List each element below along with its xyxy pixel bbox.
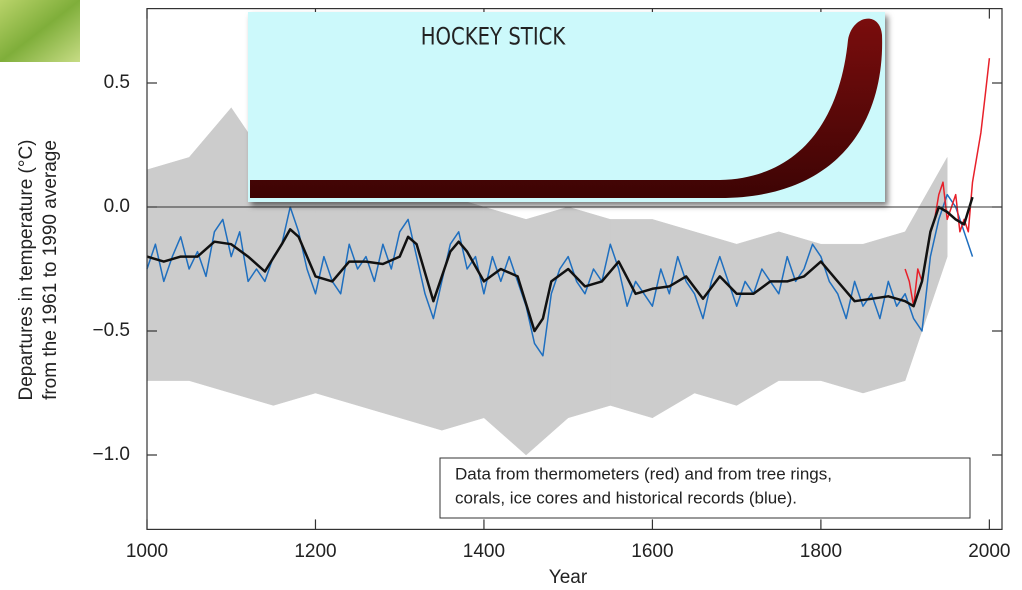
x-tick-label: 1800 <box>800 541 842 562</box>
x-tick-label: 1000 <box>126 541 168 562</box>
uncertainty-band <box>442 195 484 431</box>
uncertainty-band <box>863 232 905 393</box>
uncertainty-band <box>484 207 526 455</box>
y-tick-label: −1.0 <box>92 444 130 465</box>
y-tick-label: 0.0 <box>104 196 130 217</box>
annotation: corals, ice cores and historical records… <box>455 488 797 507</box>
y-tick-label: 0.5 <box>104 72 130 93</box>
y-axis-label: Departures in temperature (°C) <box>16 139 37 400</box>
uncertainty-band <box>358 182 400 418</box>
x-tick-label: 2000 <box>968 541 1010 562</box>
x-tick-label: 1400 <box>463 541 505 562</box>
annotation: Data from thermometers (red) and from tr… <box>455 464 832 483</box>
uncertainty-band <box>695 232 737 406</box>
x-axis-label: Year <box>549 567 588 588</box>
uncertainty-band <box>905 157 947 380</box>
y-tick-label: −0.5 <box>92 320 130 341</box>
x-tick-label: 1600 <box>631 541 673 562</box>
uncertainty-band <box>779 232 821 381</box>
uncertainty-band <box>610 219 652 417</box>
chart: −1.0 −0.5 0.0 0.5 1000 1200 1400 1600 1800 2000 H… <box>0 0 1022 590</box>
y-axis-label: from the 1961 to 1990 average <box>40 140 61 400</box>
uncertainty-band <box>568 207 610 418</box>
uncertainty-band <box>737 232 779 406</box>
inset: HOCKEY STICK <box>248 12 885 202</box>
uncertainty-band <box>821 244 863 393</box>
corner-texture <box>0 0 80 62</box>
inset-label: HOCKEY STICK <box>421 24 566 51</box>
uncertainty-band <box>652 219 694 417</box>
x-tick-label: 1200 <box>294 541 336 562</box>
